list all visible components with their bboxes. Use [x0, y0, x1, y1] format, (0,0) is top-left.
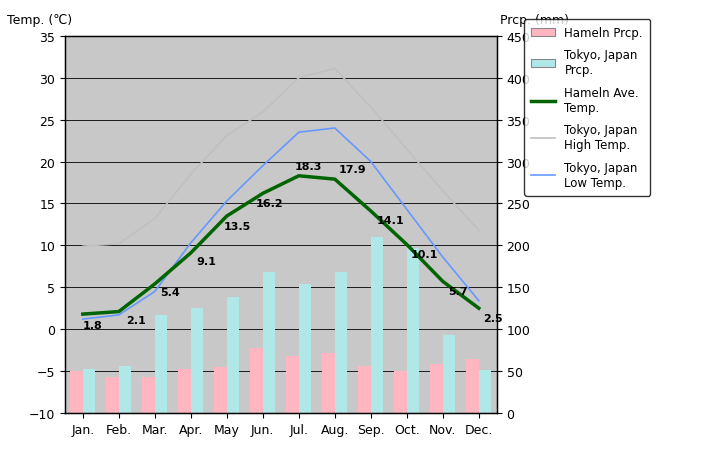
Bar	[479, 370, 491, 413]
Text: 5.4: 5.4	[161, 287, 180, 297]
Bar	[155, 315, 167, 413]
Text: 10.1: 10.1	[411, 250, 438, 259]
Bar	[83, 369, 95, 413]
Bar	[287, 356, 299, 413]
Text: 16.2: 16.2	[256, 198, 284, 208]
Bar	[71, 371, 83, 413]
Bar	[263, 273, 275, 413]
Text: 13.5: 13.5	[224, 221, 251, 231]
Bar	[299, 284, 311, 413]
Bar	[191, 308, 203, 413]
Bar	[430, 364, 443, 413]
Text: 9.1: 9.1	[197, 257, 216, 266]
Text: 5.7: 5.7	[449, 286, 468, 296]
Bar	[359, 366, 371, 413]
Bar	[107, 377, 119, 413]
Text: 18.3: 18.3	[294, 162, 322, 172]
Legend: Hameln Prcp., Tokyo, Japan
Prcp., Hameln Ave.
Temp., Tokyo, Japan
High Temp., To: Hameln Prcp., Tokyo, Japan Prcp., Hameln…	[524, 20, 650, 196]
Bar	[407, 248, 419, 413]
Text: 2.5: 2.5	[483, 313, 503, 323]
Text: Temp. (℃): Temp. (℃)	[7, 14, 72, 27]
Text: 17.9: 17.9	[339, 165, 366, 175]
Text: Prcp. (mm): Prcp. (mm)	[500, 14, 570, 27]
Bar	[251, 349, 263, 413]
Bar	[394, 371, 407, 413]
Bar	[179, 369, 191, 413]
Bar	[443, 336, 455, 413]
Bar	[227, 298, 239, 413]
Bar	[323, 354, 335, 413]
Bar	[119, 366, 131, 413]
Text: 2.1: 2.1	[126, 315, 145, 325]
Text: 14.1: 14.1	[377, 216, 404, 226]
Bar	[371, 237, 383, 413]
Text: 1.8: 1.8	[83, 320, 102, 330]
Bar	[466, 359, 479, 413]
Bar	[335, 273, 347, 413]
Bar	[215, 367, 227, 413]
Bar	[142, 377, 155, 413]
